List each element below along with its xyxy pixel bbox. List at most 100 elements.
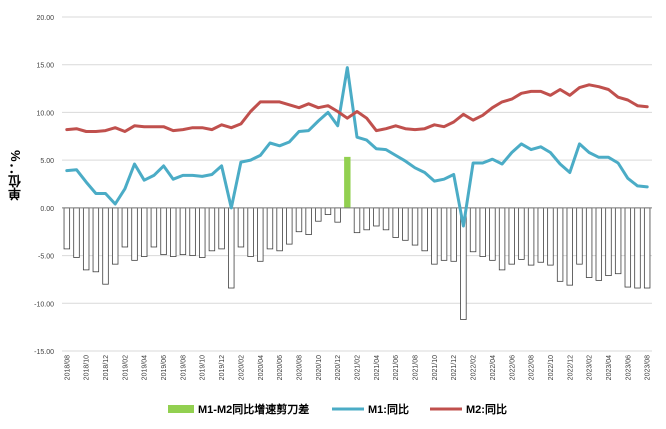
legend-label: M1-M2同比增速剪刀差	[198, 402, 309, 416]
bar	[199, 207, 206, 258]
bar	[266, 207, 274, 250]
x-tick-label: 2020/08	[297, 355, 304, 380]
y-tick-label: -5.00	[38, 254, 54, 261]
bar	[131, 207, 138, 261]
bar	[82, 207, 90, 271]
bar	[295, 207, 303, 233]
bar	[566, 207, 573, 286]
y-tick-label: 10.00	[36, 110, 54, 117]
bar	[170, 207, 177, 257]
bar	[257, 207, 264, 262]
bar	[421, 207, 428, 252]
x-tick-label: 2019/08	[180, 355, 187, 380]
bar	[324, 207, 332, 215]
y-tick-label: 20.00	[36, 15, 54, 22]
x-tick-label: 2019/10	[200, 355, 207, 380]
bar	[547, 207, 554, 266]
bar	[305, 207, 312, 235]
bar	[634, 207, 641, 289]
x-tick-label: 2019/02	[122, 355, 129, 380]
bar-series	[63, 156, 651, 320]
line-series	[65, 66, 649, 228]
bar	[595, 207, 603, 281]
bar	[440, 207, 448, 261]
bar	[392, 207, 399, 238]
bar	[160, 207, 167, 256]
y-axis-ticks: -15.00 -10.00 -5.00 0.00 5.00 10.00 15.00 20.00	[34, 15, 54, 356]
x-tick-label: 2020/12	[335, 355, 342, 380]
bar	[402, 207, 409, 241]
bar	[479, 207, 486, 257]
bar	[315, 207, 322, 222]
x-tick-label: 2020/10	[316, 355, 323, 380]
x-tick-label: 2021/08	[413, 355, 420, 380]
bar	[431, 207, 438, 265]
bar	[382, 207, 390, 231]
bar	[102, 207, 109, 285]
bar	[518, 207, 525, 260]
series-line	[65, 83, 649, 133]
legend-swatch	[168, 405, 194, 413]
bar	[605, 207, 612, 277]
bar	[614, 207, 622, 275]
x-tick-label: 2021/04	[374, 355, 381, 380]
y-tick-label: -15.00	[34, 349, 54, 356]
bar	[363, 207, 370, 231]
bar	[411, 207, 419, 246]
bar	[537, 207, 544, 263]
bar	[286, 207, 293, 245]
x-tick-label: 2018/08	[64, 355, 71, 380]
x-tick-label: 2023/02	[587, 355, 594, 380]
bar	[247, 207, 254, 257]
x-tick-label: 2021/12	[451, 355, 458, 380]
bar	[353, 207, 361, 234]
bar	[111, 207, 119, 265]
x-tick-label: 2022/10	[548, 355, 555, 380]
bar	[63, 207, 71, 250]
x-tick-label: 2018/12	[103, 355, 110, 380]
series-line	[65, 66, 649, 228]
bar	[373, 207, 380, 227]
bar	[237, 207, 245, 248]
bar	[73, 207, 80, 258]
x-tick-label: 2021/02	[355, 355, 362, 380]
bar	[218, 207, 225, 250]
x-tick-label: 2021/06	[393, 355, 400, 380]
bar	[508, 207, 515, 265]
y-tick-label: 15.00	[36, 63, 54, 70]
bar	[179, 207, 187, 256]
bar	[208, 207, 216, 252]
x-tick-label: 2019/04	[142, 355, 149, 380]
bar	[643, 207, 651, 289]
bar	[489, 207, 496, 261]
bar	[150, 207, 158, 248]
bar	[121, 207, 129, 248]
x-tick-label: 2023/08	[645, 355, 652, 380]
bar	[624, 207, 632, 288]
bar	[334, 207, 341, 223]
x-tick-label: 2022/02	[471, 355, 478, 380]
legend: M1-M2同比增速剪刀差 M1:同比 M2:同比	[168, 402, 507, 416]
bar	[576, 207, 583, 265]
x-tick-label: 2020/02	[238, 355, 245, 380]
legend-label: M2:同比	[466, 402, 507, 416]
x-axis-ticks: 2018/08 2018/10 2018/12 2019/02 2019/04 2019/…	[64, 355, 651, 380]
y-tick-label: 5.00	[40, 158, 54, 165]
x-tick-label: 2019/06	[161, 355, 168, 380]
bar	[92, 207, 100, 273]
bar	[556, 207, 564, 282]
bar	[276, 207, 283, 252]
x-tick-label: 2022/12	[567, 355, 574, 380]
y-tick-label: -10.00	[34, 301, 54, 308]
x-tick-label: 2018/10	[84, 355, 91, 380]
x-tick-label: 2023/06	[625, 355, 632, 380]
x-tick-label: 2020/06	[277, 355, 284, 380]
bar	[228, 207, 235, 289]
x-tick-label: 2022/08	[529, 355, 536, 380]
x-tick-label: 2022/04	[490, 355, 497, 380]
gridlines	[62, 16, 652, 352]
x-tick-label: 2023/04	[606, 355, 613, 380]
bar	[527, 207, 535, 266]
bar	[450, 207, 457, 262]
